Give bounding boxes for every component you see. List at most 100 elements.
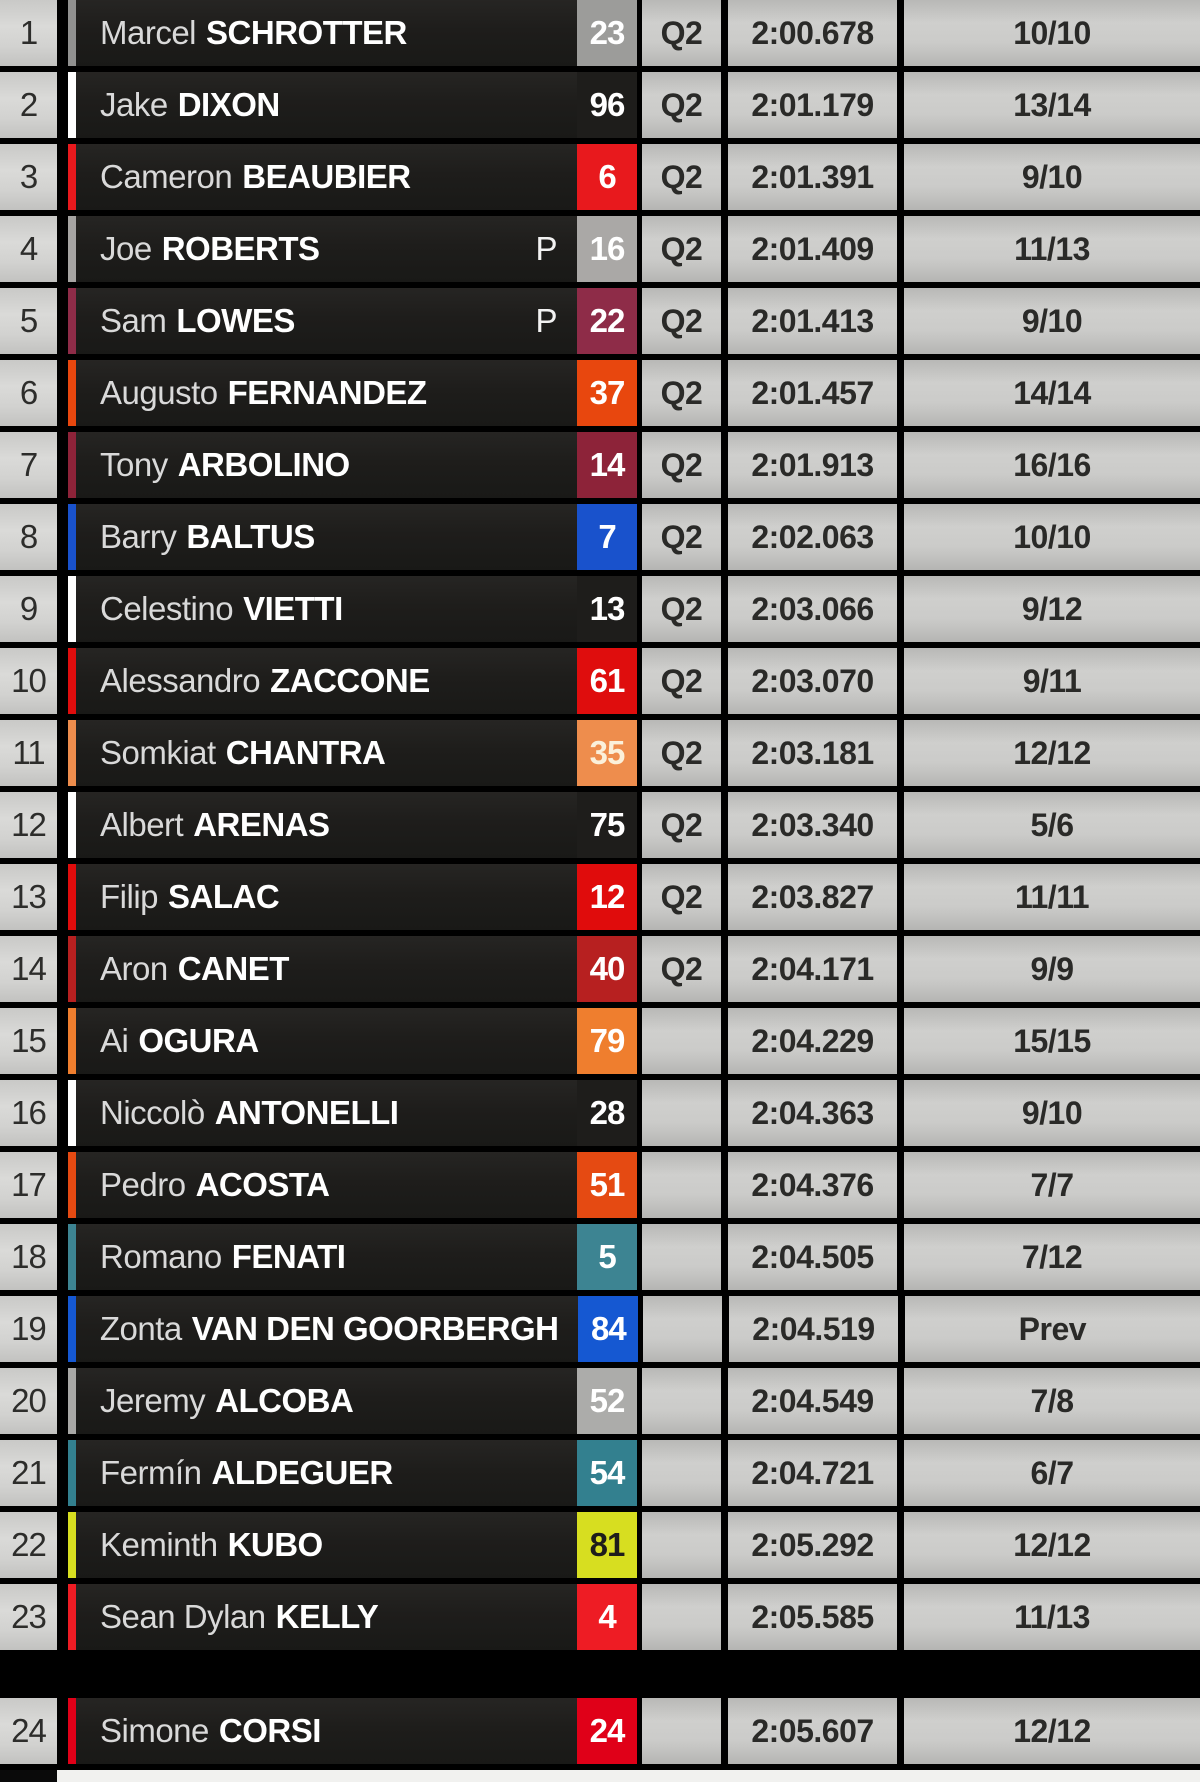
- team-color-stripe: [68, 288, 76, 354]
- lap-time: 2:03.340: [751, 806, 874, 843]
- rider-first-name: Sean Dylan: [100, 1598, 266, 1635]
- rider-name-cell: Keminth KUBO: [76, 1512, 577, 1578]
- rider-name-cell: Pedro ACOSTA: [76, 1152, 577, 1218]
- session-cell: Q2: [642, 648, 721, 714]
- rider-first-name: Albert: [100, 806, 184, 843]
- laps-count: 5/6: [1030, 806, 1074, 843]
- rider-number-cell: 96: [577, 72, 637, 138]
- laps-count: 10/10: [1013, 518, 1091, 555]
- rider-number-cell: 81: [577, 1512, 637, 1578]
- rider-number: 12: [589, 878, 626, 915]
- position-cell: 1: [0, 0, 57, 66]
- table-row: 1 Marcel SCHROTTER 23 Q2 2:00.678 10/10: [0, 0, 1200, 66]
- position-cell: 19: [0, 1296, 57, 1362]
- rider-number: 37: [589, 374, 626, 411]
- position-number: 7: [19, 446, 38, 483]
- table-row: 4 Joe ROBERTS P 16 Q2 2:01.409 11/13: [0, 216, 1200, 282]
- rider-number: 22: [589, 302, 626, 339]
- rider-number: 40: [589, 950, 626, 987]
- position-number: 5: [19, 302, 38, 339]
- session-label: Q2: [660, 734, 703, 771]
- session-cell: Q2: [642, 720, 721, 786]
- lap-time-cell: 2:04.721: [728, 1440, 897, 1506]
- rider-number-cell: 52: [577, 1368, 637, 1434]
- qualifying-cutoff-separator: [0, 1656, 1200, 1698]
- laps-cell: 11/13: [904, 1584, 1200, 1650]
- position-cell: 24: [0, 1698, 57, 1764]
- lap-time-cell: 2:01.457: [728, 360, 897, 426]
- table-row: 18 Romano FENATI 5 2:04.505 7/12: [0, 1224, 1200, 1290]
- rider-number-cell: 40: [577, 936, 637, 1002]
- laps-count: 9/9: [1030, 950, 1074, 987]
- lap-time: 2:01.457: [751, 374, 874, 411]
- rider-name-cell: Ai OGURA: [76, 1008, 577, 1074]
- position-cell: 2: [0, 72, 57, 138]
- laps-cell: 9/10: [904, 144, 1200, 210]
- rider-last-name: VIETTI: [243, 590, 343, 627]
- position-number: 22: [11, 1526, 47, 1563]
- laps-count: Prev: [1018, 1310, 1087, 1347]
- rider-name-cell: Jeremy ALCOBA: [76, 1368, 577, 1434]
- position-number: 19: [11, 1310, 47, 1347]
- lap-time: 2:01.391: [751, 158, 874, 195]
- team-color-stripe: [68, 936, 76, 1002]
- lap-time: 2:03.181: [751, 734, 874, 771]
- session-label: Q2: [660, 806, 703, 843]
- rider-first-name: Sam: [100, 302, 167, 339]
- lap-time: 2:04.721: [751, 1454, 874, 1491]
- table-row: 23 Sean Dylan KELLY 4 2:05.585 11/13: [0, 1584, 1200, 1650]
- session-cell: Q2: [642, 936, 721, 1002]
- rider-first-name: Romano: [100, 1238, 222, 1275]
- position-cell: 18: [0, 1224, 57, 1290]
- position-number: 8: [19, 518, 38, 555]
- laps-cell: 11/13: [904, 216, 1200, 282]
- position-cell: 15: [0, 1008, 57, 1074]
- position-number: 11: [12, 734, 45, 771]
- rider-last-name: ROBERTS: [161, 230, 320, 267]
- laps-count: 7/12: [1021, 1238, 1083, 1275]
- session-cell: [642, 1152, 721, 1218]
- laps-count: 7/8: [1030, 1382, 1074, 1419]
- laps-count: 12/12: [1013, 1712, 1091, 1749]
- position-number: 14: [11, 950, 47, 987]
- lap-time-cell: 2:01.179: [728, 72, 897, 138]
- table-row: 14 Aron CANET 40 Q2 2:04.171 9/9: [0, 936, 1200, 1002]
- session-cell: [642, 1440, 721, 1506]
- session-cell: [642, 1584, 721, 1650]
- position-number: 23: [11, 1598, 47, 1635]
- pit-marker: P: [535, 302, 557, 339]
- position-number: 16: [11, 1094, 47, 1131]
- rider-number-cell: 12: [577, 864, 637, 930]
- lap-time-cell: 2:04.229: [728, 1008, 897, 1074]
- position-number: 10: [11, 662, 47, 699]
- laps-count: 16/16: [1013, 446, 1091, 483]
- rider-number: 52: [589, 1382, 626, 1419]
- rider-last-name: VAN DEN GOORBERGH: [191, 1310, 559, 1347]
- team-color-stripe: [68, 1152, 76, 1218]
- rider-last-name: ARBOLINO: [177, 446, 351, 483]
- rider-number: 13: [589, 590, 626, 627]
- rider-last-name: OGURA: [138, 1022, 259, 1059]
- lap-time: 2:02.063: [751, 518, 874, 555]
- laps-count: 10/10: [1013, 14, 1091, 51]
- rider-last-name: ANTONELLI: [214, 1094, 399, 1131]
- session-cell: Q2: [642, 360, 721, 426]
- laps-cell: Prev: [904, 1296, 1200, 1362]
- lap-time: 2:05.585: [751, 1598, 874, 1635]
- rider-number-cell: 75: [577, 792, 637, 858]
- laps-cell: 5/6: [904, 792, 1200, 858]
- session-label: Q2: [660, 518, 703, 555]
- lap-time-cell: 2:04.505: [728, 1224, 897, 1290]
- rider-number: 14: [589, 446, 626, 483]
- rider-name-cell: Augusto FERNANDEZ: [76, 360, 577, 426]
- team-color-stripe: [68, 1224, 76, 1290]
- session-cell: [642, 1224, 721, 1290]
- laps-count: 11/13: [1014, 230, 1090, 267]
- table-row: 17 Pedro ACOSTA 51 2:04.376 7/7: [0, 1152, 1200, 1218]
- rider-number-cell: 37: [577, 360, 637, 426]
- rider-first-name: Aron: [100, 950, 168, 987]
- rider-name-cell: Zonta VAN DEN GOORBERGH: [75, 1296, 579, 1362]
- table-row: 2 Jake DIXON 96 Q2 2:01.179 13/14: [0, 72, 1200, 138]
- position-cell: 9: [0, 576, 57, 642]
